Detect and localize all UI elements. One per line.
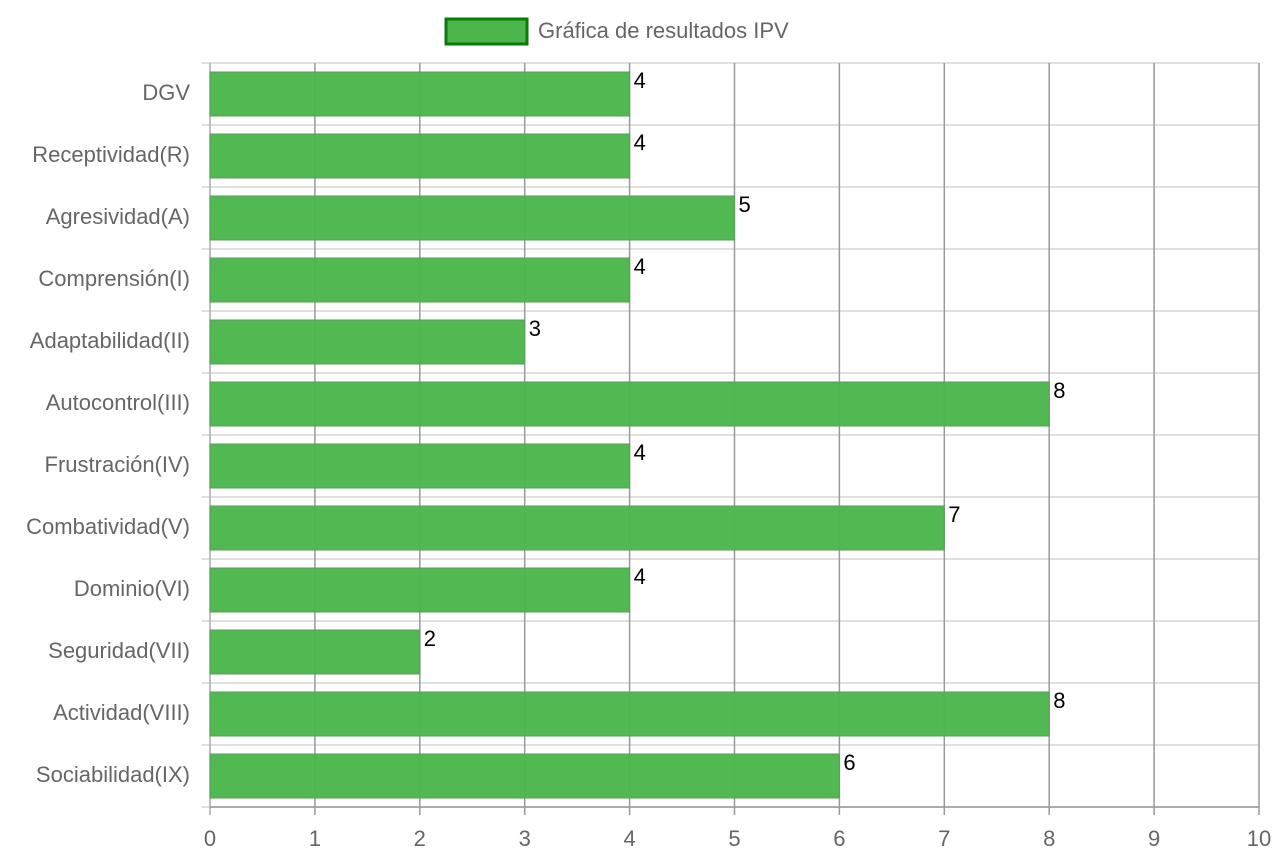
value-label: 4 <box>634 130 646 155</box>
value-label: 4 <box>634 68 646 93</box>
value-label: 3 <box>529 316 541 341</box>
y-tick-label: DGV <box>142 80 190 105</box>
x-tick-label: 8 <box>1043 826 1055 851</box>
value-label: 4 <box>634 254 646 279</box>
legend-label: Gráfica de resultados IPV <box>538 18 789 43</box>
x-tick-label: 9 <box>1148 826 1160 851</box>
y-tick-label: Receptividad(R) <box>32 142 190 167</box>
y-tick-label: Seguridad(VII) <box>48 638 190 663</box>
x-tick-label: 1 <box>309 826 321 851</box>
y-tick-label: Dominio(VI) <box>74 576 190 601</box>
value-label: 6 <box>843 750 855 775</box>
value-label: 2 <box>424 626 436 651</box>
y-tick-label: Comprensión(I) <box>38 266 190 291</box>
x-tick-label: 0 <box>204 826 216 851</box>
bar <box>209 319 526 365</box>
value-label: 8 <box>1053 688 1065 713</box>
y-tick-label: Agresividad(A) <box>46 204 190 229</box>
x-tick-label: 3 <box>519 826 531 851</box>
y-tick-label: Frustración(IV) <box>45 452 190 477</box>
bar <box>209 629 421 675</box>
x-tick-label: 4 <box>623 826 635 851</box>
bar <box>209 381 1050 427</box>
legend-swatch <box>444 17 529 46</box>
bar <box>209 195 735 241</box>
value-label: 8 <box>1053 378 1065 403</box>
y-tick-label: Sociabilidad(IX) <box>36 762 190 787</box>
y-tick-label: Adaptabilidad(II) <box>30 328 190 353</box>
value-label: 7 <box>948 502 960 527</box>
x-tick-label: 10 <box>1247 826 1271 851</box>
bar <box>209 753 840 799</box>
x-tick-label: 2 <box>414 826 426 851</box>
value-label: 5 <box>739 192 751 217</box>
bar <box>209 443 631 489</box>
x-tick-label: 7 <box>938 826 950 851</box>
value-label: 4 <box>634 440 646 465</box>
bar <box>209 691 1050 737</box>
bar <box>209 133 631 179</box>
bar <box>209 505 945 551</box>
y-tick-label: Combatividad(V) <box>26 514 190 539</box>
bar <box>209 257 631 303</box>
y-tick-label: Actividad(VIII) <box>53 700 190 725</box>
x-tick-label: 6 <box>833 826 845 851</box>
value-label: 4 <box>634 564 646 589</box>
y-tick-label: Autocontrol(III) <box>46 390 190 415</box>
bar <box>209 567 631 613</box>
x-tick-label: 5 <box>728 826 740 851</box>
bar <box>209 71 631 117</box>
